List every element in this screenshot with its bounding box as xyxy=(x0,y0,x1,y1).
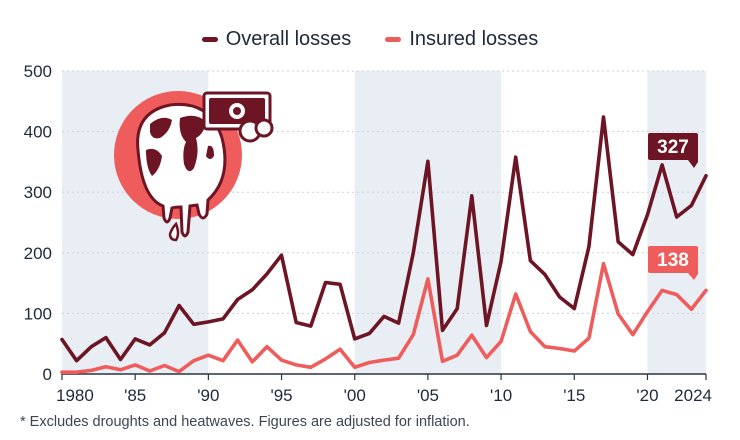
legend-item-insured[interactable]: Insured losses xyxy=(385,28,538,51)
x-tick-label-2010: '10 xyxy=(490,386,512,405)
x-tick-label-2024: 2024 xyxy=(674,386,712,405)
shaded-band-2 xyxy=(647,71,706,374)
grid-lines xyxy=(62,70,706,375)
footnote: * Excludes droughts and heatwaves. Figur… xyxy=(20,414,470,430)
x-tick-label-2020: '20 xyxy=(636,386,658,405)
series-line-overall xyxy=(60,115,708,363)
y-tick-label-100: 100 xyxy=(24,304,52,323)
callout-insured-value: 138 xyxy=(657,250,689,271)
x-tick-label-2005: '05 xyxy=(417,386,439,405)
legend-label-insured: Insured losses xyxy=(409,28,539,50)
legend-item-overall[interactable]: Overall losses xyxy=(201,28,352,51)
x-tick-label-1980: 1980 xyxy=(56,386,94,405)
series-line-insured xyxy=(60,261,708,375)
y-tick-label-500: 500 xyxy=(24,62,52,81)
x-axis: 1980 '85 '90 '95 '00 '05 '10 '15 '20 2024 xyxy=(56,374,712,405)
x-tick-label-1985: '85 xyxy=(124,386,146,405)
x-tick-label-2000: '00 xyxy=(344,386,366,405)
y-tick-label-300: 300 xyxy=(24,183,52,202)
banknote-icon xyxy=(202,91,274,143)
legend-label-overall: Overall losses xyxy=(225,28,352,50)
insured-swatch-icon xyxy=(385,37,402,42)
x-tick-label-1995: '95 xyxy=(270,386,292,405)
callout-overall-value: 327 xyxy=(657,137,689,158)
y-tick-label-400: 400 xyxy=(24,123,52,142)
y-tick-label-200: 200 xyxy=(24,244,52,263)
callout-overall: 327 xyxy=(648,133,698,168)
y-tick-label-0: 0 xyxy=(43,365,52,384)
legend: Overall losses Insured losses xyxy=(0,28,740,51)
x-tick-label-1990: '90 xyxy=(197,386,219,405)
callout-insured: 138 xyxy=(648,246,698,280)
overall-swatch-icon xyxy=(201,37,218,42)
series-lines xyxy=(60,115,708,375)
y-axis: 0 100 200 300 400 500 xyxy=(24,62,52,384)
shaded-band-1 xyxy=(354,71,502,374)
x-tick-label-2015: '15 xyxy=(563,386,585,405)
